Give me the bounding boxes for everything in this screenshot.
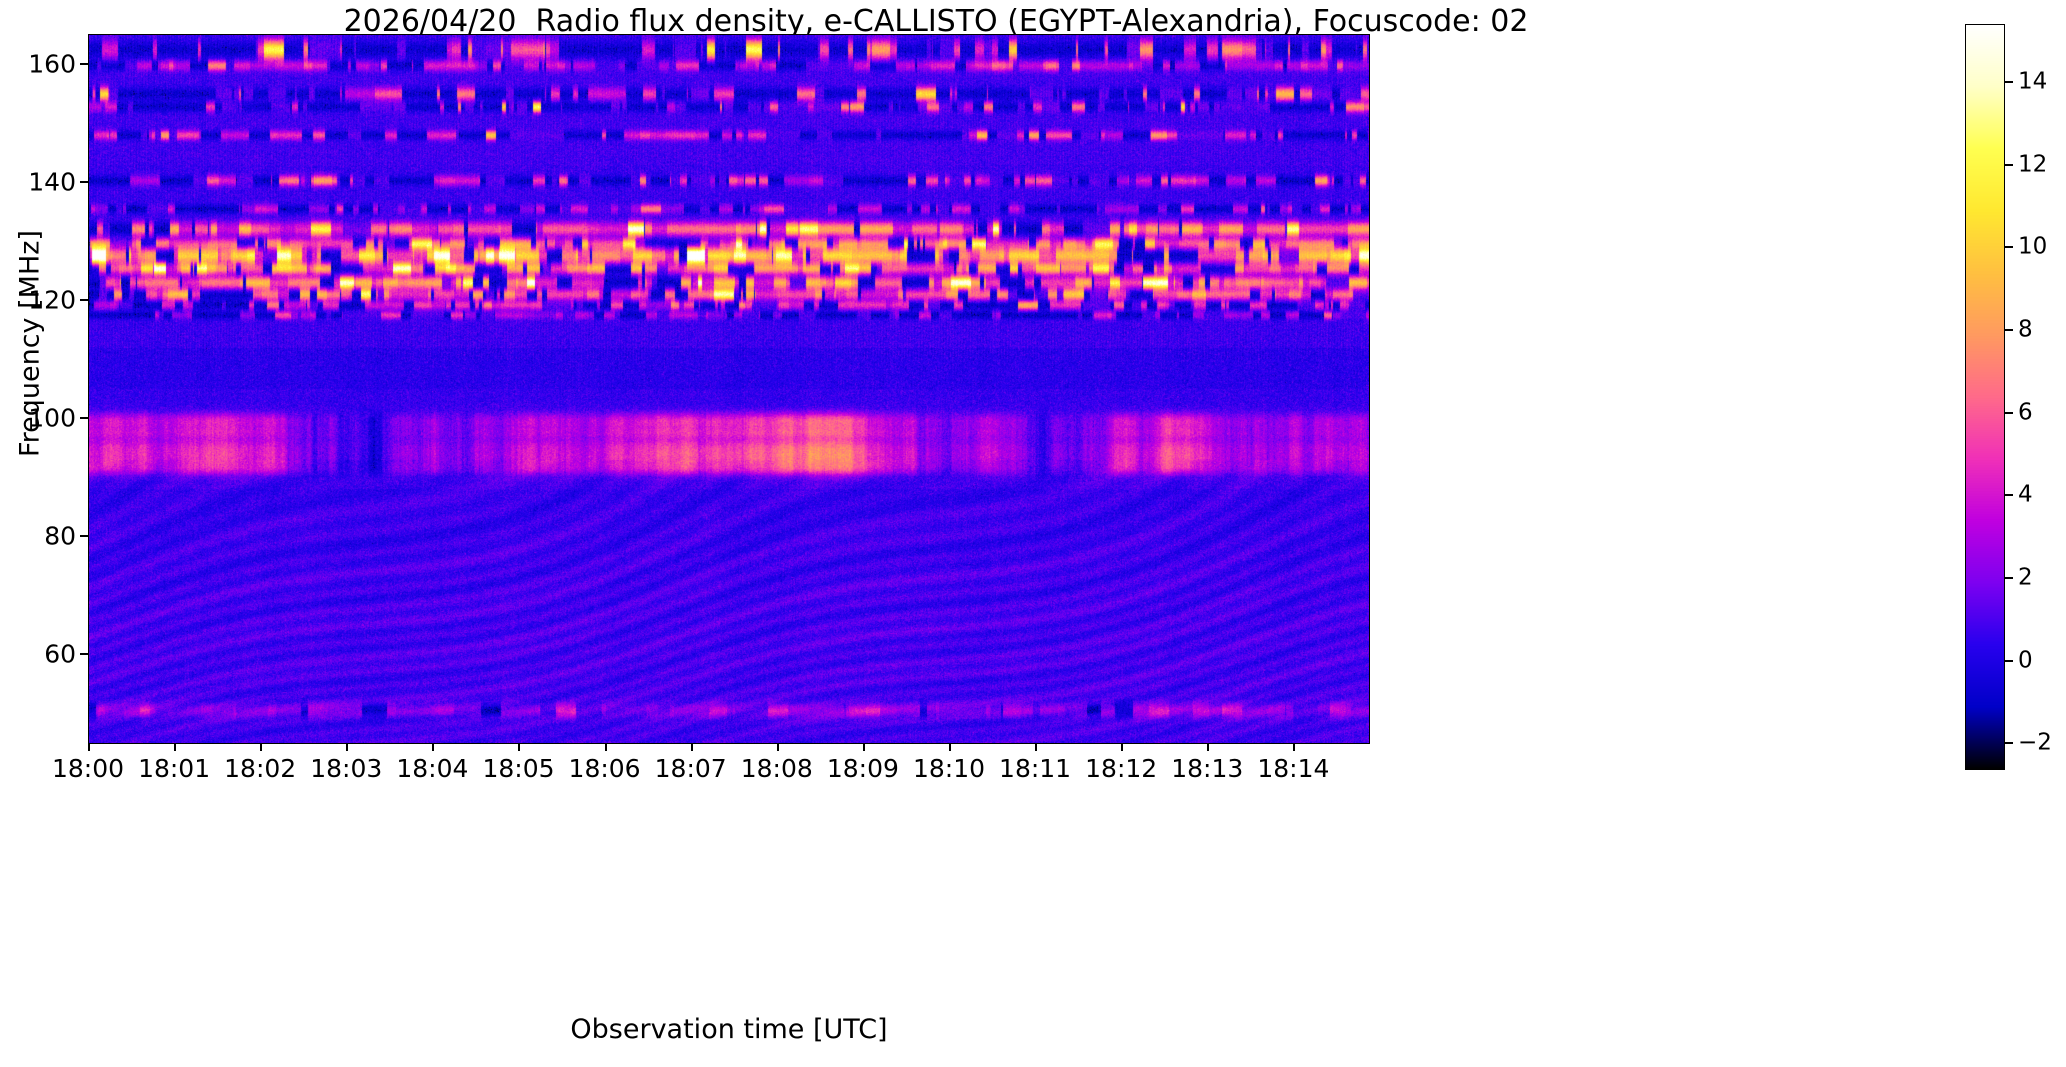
- colorbar-tick-mark: [2005, 659, 2013, 662]
- x-axis-label: Observation time [UTC]: [570, 1014, 888, 1045]
- colorbar[interactable]: [1965, 24, 2005, 770]
- x-tick-label: 18:12: [1085, 754, 1158, 783]
- colorbar-tick-mark: [2005, 411, 2013, 414]
- x-tick-label: 18:00: [51, 754, 125, 783]
- colorbar-tick-label: 4: [2018, 481, 2033, 508]
- x-tick-mark: [1121, 743, 1124, 751]
- colorbar-tick-label: 6: [2018, 399, 2033, 426]
- x-tick-mark: [1207, 743, 1210, 751]
- x-tick-mark: [260, 743, 263, 751]
- x-tick-mark: [1035, 743, 1038, 751]
- y-tick-label: 140: [28, 167, 76, 196]
- x-tick-mark: [690, 743, 693, 751]
- x-tick-mark: [862, 743, 865, 751]
- colorbar-tick-mark: [2005, 494, 2013, 497]
- x-tick-mark: [1293, 743, 1296, 751]
- x-tick-label: 18:09: [826, 754, 899, 783]
- y-tick-label: 120: [28, 285, 76, 314]
- page-title: 2026/04/20 Radio flux density, e-CALLIST…: [343, 4, 1529, 39]
- x-tick-label: 18:10: [912, 754, 985, 783]
- spectrogram-plot[interactable]: [88, 34, 1370, 744]
- x-tick-label: 18:13: [1171, 754, 1244, 783]
- y-tick-label: 60: [44, 639, 76, 668]
- x-tick-mark: [174, 743, 177, 751]
- x-tick-mark: [604, 743, 607, 751]
- x-tick-label: 18:07: [654, 754, 727, 783]
- colorbar-tick-label: 10: [2018, 233, 2048, 260]
- colorbar-tick-mark: [2005, 576, 2013, 579]
- colorbar-tick-label: 14: [2018, 68, 2048, 95]
- y-tick-mark: [80, 652, 88, 655]
- x-tick-label: 18:01: [138, 754, 211, 783]
- colorbar-tick-mark: [2005, 163, 2013, 166]
- x-tick-mark: [518, 743, 521, 751]
- x-tick-label: 18:04: [396, 754, 469, 783]
- colorbar-gradient: [1966, 25, 2004, 769]
- spectrogram-image[interactable]: [89, 35, 1369, 743]
- x-tick-label: 18:14: [1257, 754, 1330, 783]
- colorbar-tick-label: 12: [2018, 151, 2048, 178]
- y-tick-label: 160: [28, 49, 76, 78]
- x-tick-mark: [776, 743, 779, 751]
- x-tick-label: 18:05: [482, 754, 555, 783]
- y-tick-label: 80: [44, 521, 76, 550]
- colorbar-tick-mark: [2005, 246, 2013, 249]
- x-tick-label: 18:11: [999, 754, 1072, 783]
- x-tick-mark: [88, 743, 90, 751]
- x-tick-label: 18:03: [310, 754, 383, 783]
- y-tick-mark: [80, 180, 88, 183]
- colorbar-tick-label: −2: [2018, 729, 2052, 756]
- y-tick-mark: [80, 62, 88, 65]
- colorbar-tick-label: 8: [2018, 316, 2033, 343]
- y-axis-label: Frequency [MHz]: [14, 230, 46, 457]
- colorbar-tick-label: 2: [2018, 564, 2033, 591]
- colorbar-tick-mark: [2005, 328, 2013, 331]
- y-tick-mark: [80, 534, 88, 537]
- colorbar-tick-label: 0: [2018, 647, 2033, 674]
- y-tick-label: 100: [28, 403, 76, 432]
- x-tick-label: 18:08: [740, 754, 813, 783]
- x-tick-mark: [346, 743, 349, 751]
- x-tick-label: 18:06: [568, 754, 641, 783]
- x-tick-mark: [948, 743, 951, 751]
- colorbar-tick-mark: [2005, 742, 2013, 745]
- x-tick-label: 18:02: [224, 754, 297, 783]
- y-tick-mark: [80, 416, 88, 419]
- y-tick-mark: [80, 298, 88, 301]
- colorbar-tick-mark: [2005, 80, 2013, 83]
- x-tick-mark: [432, 743, 435, 751]
